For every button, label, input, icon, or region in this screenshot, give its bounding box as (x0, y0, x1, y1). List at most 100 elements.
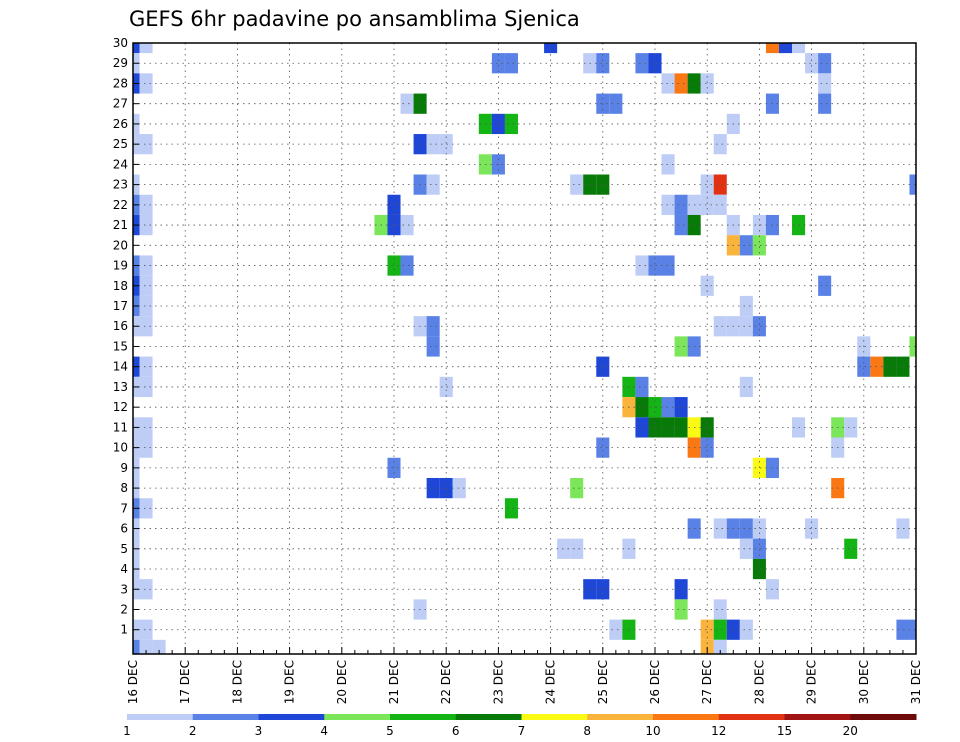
precip-cell (752, 235, 766, 256)
x-tick-label: 31 DEC (909, 660, 923, 704)
colorbar-label: 7 (518, 724, 526, 738)
precip-cell (674, 214, 688, 236)
precip-cell (570, 477, 584, 499)
precip-cell (133, 639, 140, 654)
precip-cell (133, 43, 140, 54)
colorbar-label: 3 (255, 724, 263, 738)
precip-cell (818, 93, 832, 114)
precip-cell (818, 53, 832, 74)
colorbar-label: 6 (452, 724, 460, 738)
precip-cell (139, 417, 153, 438)
precip-cell (152, 639, 166, 654)
y-tick-label: 18 (113, 279, 128, 293)
precip-cell (491, 53, 505, 74)
y-tick-label: 28 (113, 76, 128, 90)
precip-cell (400, 214, 414, 236)
x-tick-label: 19 DEC (283, 660, 297, 704)
x-tick-label: 17 DEC (178, 660, 192, 704)
precip-cell (139, 275, 153, 296)
colorbar-label: 1 (123, 724, 131, 738)
precip-cell (700, 194, 714, 215)
precip-cell (400, 93, 414, 114)
x-tick-label: 25 DEC (596, 660, 610, 704)
precip-cell (739, 376, 753, 398)
precip-cell (596, 53, 610, 74)
precip-cell (700, 437, 714, 458)
y-tick-label: 8 (120, 481, 128, 495)
x-axis: 16 DEC 17 DEC 18 DEC 19 DEC 20 DEC 21 DEC 22 D… (126, 647, 923, 704)
colorbar-label: 2 (189, 724, 197, 738)
colorbar-label: 15 (777, 724, 792, 738)
precip-cell (635, 376, 649, 398)
plot-frame (132, 42, 917, 655)
precip-cell (609, 93, 623, 114)
precip-cell (544, 43, 558, 54)
precip-cell (452, 477, 466, 499)
precip-cell (896, 619, 910, 640)
precip-cell (818, 73, 832, 94)
precip-cell (844, 538, 858, 559)
x-tick-label: 27 DEC (700, 660, 714, 704)
precip-cell (700, 417, 714, 438)
precip-cell (739, 518, 753, 539)
precip-cell (139, 639, 153, 654)
x-tick-label: 22 DEC (439, 660, 453, 704)
precip-cell (570, 174, 584, 195)
precip-cell (139, 73, 153, 94)
precip-cell (426, 134, 440, 155)
precip-cell (792, 43, 806, 54)
precip-cell (661, 154, 675, 175)
precip-cell (139, 214, 153, 236)
precip-cell (674, 579, 688, 600)
precip-cell (818, 275, 832, 296)
colorbar-swatch (127, 714, 194, 720)
precip-cell (426, 316, 440, 337)
x-tick-label: 18 DEC (230, 660, 244, 704)
precip-cell (713, 174, 727, 195)
precip-cell (713, 639, 727, 654)
precip-cell (739, 538, 753, 559)
colorbar-swatch (587, 714, 654, 720)
y-tick-label: 25 (113, 137, 128, 151)
colorbar-swatch (390, 714, 457, 720)
grid-lines (132, 42, 917, 654)
precip-cell (596, 356, 610, 377)
colorbar-label: 8 (583, 724, 591, 738)
precip-cell (139, 579, 153, 600)
precip-cell (139, 356, 153, 377)
x-tick-label: 16 DEC (126, 660, 140, 704)
precip-cell (596, 174, 610, 195)
precip-cell (139, 43, 153, 54)
precip-cell (439, 477, 453, 499)
precip-cell (504, 113, 518, 135)
y-tick-label: 17 (113, 299, 128, 313)
precip-cell (909, 336, 916, 357)
precip-cell (674, 194, 688, 215)
precip-cell (557, 538, 571, 559)
y-tick-label: 11 (113, 420, 128, 434)
precip-cell (752, 558, 766, 580)
x-tick-label: 26 DEC (648, 660, 662, 704)
precip-cell (713, 316, 727, 337)
precip-cell (648, 417, 662, 438)
y-tick-label: 14 (113, 360, 128, 374)
precip-cell (139, 498, 153, 519)
precip-cell (139, 376, 153, 398)
y-tick-label: 19 (113, 259, 128, 273)
precip-cell (648, 255, 662, 276)
y-tick-label: 29 (113, 56, 128, 70)
precip-cell (661, 194, 675, 215)
y-tick-label: 27 (113, 97, 128, 111)
colorbar-swatch (455, 714, 522, 720)
x-tick-label: 30 DEC (857, 660, 871, 704)
precip-cell (844, 417, 858, 438)
precip-cell (504, 498, 518, 519)
precip-cell (635, 255, 649, 276)
y-tick-label: 1 (120, 623, 128, 637)
precip-cell (713, 134, 727, 155)
precip-cell (387, 194, 401, 215)
precip-cell (739, 316, 753, 337)
precip-cell (896, 518, 910, 539)
precip-cell (439, 376, 453, 398)
y-tick-label: 26 (113, 117, 128, 131)
